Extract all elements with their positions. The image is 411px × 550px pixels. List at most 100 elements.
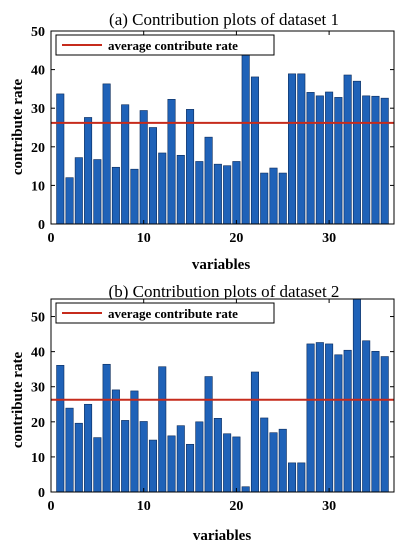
legend-box [55, 302, 275, 324]
bar [352, 80, 361, 225]
bar [139, 110, 148, 225]
y-axis-ticks: 0 10 20 30 40 50 [31, 311, 394, 501]
y-axis-label: contribute rate [10, 352, 26, 449]
bar [371, 350, 380, 493]
bar [130, 390, 139, 493]
bar [65, 177, 74, 225]
bar [278, 172, 287, 225]
y-tick-label: 30 [31, 102, 45, 117]
x-axis-label: variables [193, 528, 251, 544]
x-tick-label: 0 [48, 231, 55, 246]
y-axis-ticks: 0 10 20 30 40 50 [31, 25, 394, 233]
bar [195, 421, 204, 493]
bar [343, 74, 352, 225]
chart-title: (b) Contribution plots of dataset 2 [109, 282, 340, 301]
bar [139, 421, 148, 493]
legend-box [55, 34, 275, 56]
bar [315, 95, 324, 225]
bar [102, 83, 111, 225]
legend-label: average contribute rate [108, 38, 238, 53]
bar [343, 349, 352, 493]
bar [204, 376, 213, 493]
bar [93, 437, 102, 493]
x-axis-ticks: 0 10 20 30 [48, 31, 336, 246]
y-tick-label: 10 [31, 179, 45, 194]
bar [232, 436, 241, 493]
bar [167, 99, 176, 225]
bar [325, 91, 334, 225]
bar [195, 161, 204, 225]
legend-label: average contribute rate [108, 306, 238, 321]
bar-series [56, 54, 389, 225]
bar [260, 417, 269, 493]
bar [260, 172, 269, 225]
x-axis-ticks: 0 10 20 30 [48, 299, 336, 514]
bar [250, 371, 259, 493]
bar [306, 343, 315, 493]
legend: average contribute rate [55, 302, 275, 324]
bar [74, 422, 83, 493]
chart-panel-b: (b) Contribution plots of dataset 2 cont… [10, 282, 395, 544]
bar [121, 420, 130, 493]
bar [158, 366, 167, 493]
bar [176, 154, 185, 225]
chart-panel-a: (a) Contribution plots of dataset 1 cont… [10, 10, 395, 273]
bar [213, 418, 222, 493]
bar [84, 117, 93, 225]
bar [84, 403, 93, 493]
x-axis-label: variables [192, 257, 250, 273]
bar [269, 167, 278, 225]
bar [56, 365, 65, 493]
bar [241, 54, 250, 225]
bar [288, 73, 297, 225]
bar [186, 109, 195, 225]
bar [325, 343, 334, 493]
bar [176, 425, 185, 493]
bar [158, 152, 167, 225]
x-tick-label: 30 [322, 499, 336, 514]
bar [241, 486, 250, 493]
y-tick-label: 50 [31, 25, 45, 40]
chart-title: (a) Contribution plots of dataset 1 [109, 10, 339, 29]
bar [288, 462, 297, 493]
bar [334, 97, 343, 225]
legend: average contribute rate [55, 34, 275, 56]
y-tick-label: 30 [31, 381, 45, 396]
plot-area [51, 31, 394, 224]
y-tick-label: 10 [31, 451, 45, 466]
y-axis-label: contribute rate [10, 79, 26, 176]
bar [111, 389, 120, 493]
x-tick-label: 20 [229, 499, 243, 514]
bar [362, 95, 371, 225]
y-tick-label: 50 [31, 311, 45, 326]
bar [223, 165, 232, 225]
bar [93, 159, 102, 225]
x-tick-label: 10 [137, 499, 151, 514]
bar [186, 443, 195, 493]
y-tick-label: 0 [38, 486, 45, 501]
bar [380, 97, 389, 225]
bar [315, 342, 324, 493]
bar [232, 161, 241, 225]
bar [250, 76, 259, 225]
y-tick-label: 40 [31, 64, 45, 79]
plot-frame [50, 30, 395, 225]
y-tick-label: 0 [38, 218, 45, 233]
bar [269, 432, 278, 493]
bar [334, 354, 343, 493]
bar [213, 163, 222, 225]
bar [352, 298, 361, 493]
bar [362, 340, 371, 493]
plot-area [51, 299, 394, 492]
x-tick-label: 0 [48, 499, 55, 514]
bar [297, 73, 306, 225]
x-tick-label: 30 [322, 231, 336, 246]
bar [306, 92, 315, 225]
bar [65, 407, 74, 493]
x-tick-label: 10 [137, 231, 151, 246]
y-tick-label: 20 [31, 416, 45, 431]
bar [278, 428, 287, 493]
y-tick-label: 20 [31, 141, 45, 156]
bar [111, 166, 120, 225]
